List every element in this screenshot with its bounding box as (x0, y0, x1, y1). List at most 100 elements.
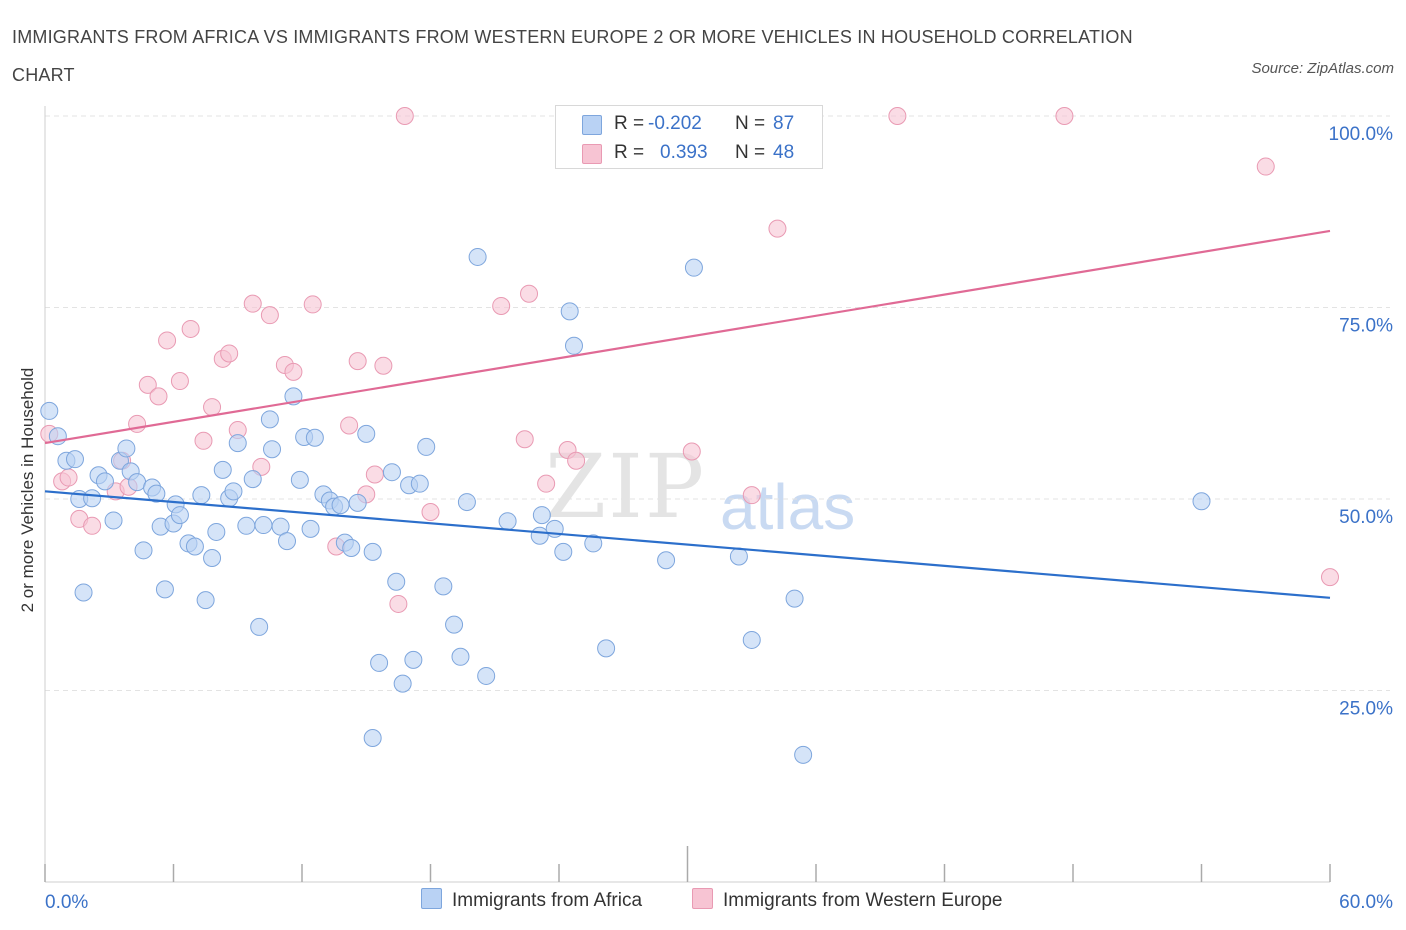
point-africa (451, 647, 470, 666)
legend-r-label: R = (614, 113, 645, 134)
point-western-europe (348, 352, 367, 371)
point-africa (250, 617, 269, 636)
legend-swatch-africa (582, 115, 602, 135)
point-africa (404, 650, 423, 669)
y-tick-label: 50.0% (1339, 507, 1393, 528)
point-western-europe (374, 356, 393, 375)
point-africa (170, 506, 189, 525)
point-africa (742, 630, 761, 649)
point-africa (597, 639, 616, 658)
point-western-europe (888, 107, 907, 125)
legend-swatch-western-europe-bottom (692, 888, 713, 909)
point-africa (203, 548, 222, 567)
point-africa (684, 258, 703, 277)
legend-item-western-europe: Immigrants from Western Europe (692, 888, 1002, 912)
point-africa (468, 247, 487, 266)
point-africa (74, 583, 93, 602)
legend-n-label: N = (735, 142, 766, 163)
point-africa (1192, 492, 1211, 511)
legend-swatch-africa-bottom (421, 888, 442, 909)
point-western-europe (260, 306, 279, 325)
point-africa (254, 516, 273, 535)
point-africa (363, 542, 382, 561)
legend-row-western-europe: R = 0.393 N = 48 (556, 138, 822, 168)
point-western-europe (1321, 568, 1339, 587)
legend-label-africa: Immigrants from Africa (452, 890, 643, 911)
chart-source: Source: ZipAtlas.com (1251, 60, 1394, 77)
point-africa (657, 551, 676, 570)
point-western-europe (768, 219, 787, 238)
trend-line-africa (44, 490, 1331, 599)
point-africa (207, 522, 226, 541)
point-western-europe (284, 362, 303, 381)
point-africa (564, 336, 583, 355)
trend-lines (44, 229, 1331, 599)
point-africa (243, 470, 262, 489)
point-africa (457, 493, 476, 512)
point-africa (560, 302, 579, 321)
point-africa (410, 474, 429, 493)
point-africa (342, 539, 361, 558)
point-africa (117, 439, 136, 458)
point-africa (498, 512, 517, 531)
point-western-europe (181, 319, 200, 338)
point-africa (65, 450, 84, 469)
y-tick-label: 25.0% (1339, 699, 1393, 720)
point-western-europe (138, 375, 157, 394)
point-africa (363, 728, 382, 747)
point-africa (192, 486, 211, 505)
point-africa (434, 577, 453, 596)
point-western-europe (742, 486, 761, 505)
point-western-europe (203, 398, 222, 417)
point-africa (305, 428, 324, 447)
point-western-europe (340, 416, 359, 435)
series-western-europe-points (40, 107, 1339, 613)
point-western-europe (1055, 107, 1074, 125)
point-africa (370, 653, 389, 672)
point-western-europe (170, 372, 189, 391)
point-western-europe (682, 442, 701, 461)
point-africa (301, 519, 320, 538)
point-africa (357, 424, 376, 443)
point-africa (40, 401, 59, 420)
point-africa (785, 589, 804, 608)
point-africa (417, 437, 436, 456)
point-africa (147, 484, 166, 503)
legend-swatch-western-europe (582, 144, 602, 164)
point-africa (213, 460, 232, 479)
legend-row-africa: R = -0.202 N = 87 (556, 109, 822, 139)
point-western-europe (158, 331, 177, 350)
legend-r-label: R = (614, 142, 645, 163)
legend-label-western-europe: Immigrants from Western Europe (723, 890, 1003, 911)
point-africa (95, 472, 114, 491)
grid-lines (45, 115, 1390, 691)
legend-n-value-africa: 87 (773, 113, 795, 134)
point-western-europe (83, 516, 102, 535)
legend-n-value-western-europe: 48 (773, 142, 795, 163)
point-western-europe (389, 594, 408, 613)
point-africa (382, 463, 401, 482)
trend-line-western-europe (44, 229, 1331, 445)
point-africa (532, 506, 551, 525)
x-tick-label-min: 0.0% (45, 892, 88, 913)
point-africa (477, 666, 496, 685)
point-africa (290, 470, 309, 489)
point-africa (794, 745, 813, 764)
point-western-europe (194, 431, 213, 450)
point-western-europe (220, 344, 239, 363)
point-africa (445, 615, 464, 634)
point-africa (228, 434, 247, 453)
point-africa (530, 526, 549, 545)
point-africa (134, 541, 153, 560)
point-western-europe (59, 468, 78, 487)
point-africa (554, 542, 573, 561)
point-africa (155, 580, 174, 599)
point-western-europe (395, 107, 414, 125)
point-western-europe (149, 387, 168, 406)
point-western-europe (567, 451, 586, 470)
point-africa (83, 489, 102, 508)
point-africa (393, 674, 412, 693)
legend-item-africa: Immigrants from Africa (421, 888, 642, 912)
y-tick-label: 75.0% (1339, 316, 1393, 337)
point-western-europe (252, 457, 271, 476)
